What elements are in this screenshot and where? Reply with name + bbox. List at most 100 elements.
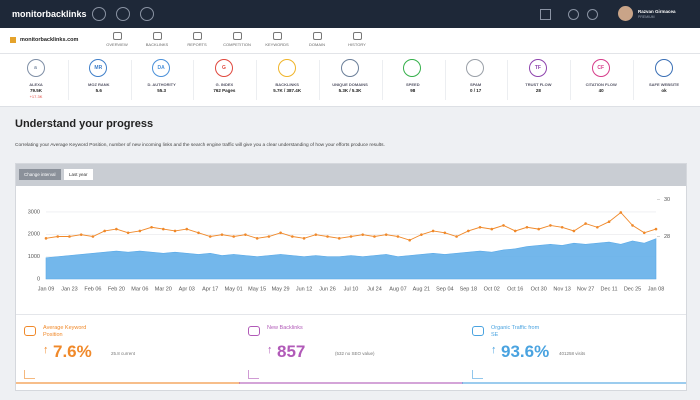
metric-value: 5.3K / 5.3K bbox=[338, 88, 362, 93]
point bbox=[384, 233, 388, 236]
help-icon[interactable] bbox=[587, 9, 598, 20]
tab[interactable]: KEYWORDS bbox=[265, 42, 289, 47]
y-tick-label: 2000 bbox=[28, 232, 40, 238]
x-tick-label: Jan 23 bbox=[61, 286, 78, 292]
point bbox=[91, 235, 95, 238]
metric-label: SAFE WEBSITE bbox=[648, 82, 679, 87]
point bbox=[361, 233, 365, 236]
x-tick-label: Apr 03 bbox=[179, 286, 195, 292]
metric-icon: G bbox=[214, 59, 233, 77]
point bbox=[607, 220, 611, 224]
card-icon bbox=[248, 326, 260, 336]
metric-icon bbox=[340, 59, 359, 77]
point bbox=[642, 231, 646, 235]
avatar[interactable] bbox=[618, 6, 633, 21]
tools-icon[interactable] bbox=[540, 9, 551, 20]
tab-icon[interactable] bbox=[113, 32, 122, 40]
point bbox=[337, 237, 341, 240]
point bbox=[373, 235, 376, 238]
metric-icon: a bbox=[26, 59, 45, 77]
chart: 0 1000 2000 3000 28 30 Jan 09 Jan 23 Feb 06 Feb 2… bbox=[28, 197, 670, 292]
tab-icon[interactable] bbox=[313, 32, 322, 40]
x-tick-label: Dec 25 bbox=[624, 286, 641, 292]
point bbox=[79, 233, 83, 236]
x-tick-label: Oct 02 bbox=[484, 286, 500, 292]
x-tick-label: Dec 11 bbox=[601, 286, 618, 292]
y2-tick-label: 28 bbox=[664, 234, 670, 240]
card-value: 7.6% bbox=[53, 342, 92, 361]
point bbox=[302, 237, 306, 240]
interval-button[interactable]: Change interval bbox=[19, 169, 61, 180]
point bbox=[291, 235, 294, 238]
card-icon bbox=[24, 326, 36, 336]
point bbox=[478, 225, 482, 229]
x-tick-label: Aug 07 bbox=[389, 286, 406, 292]
tab[interactable]: DOMAIN bbox=[309, 42, 325, 47]
metric-icon: MR bbox=[89, 59, 108, 77]
tab[interactable]: HISTORY bbox=[348, 42, 366, 47]
metric-label: BACKLINKS bbox=[275, 82, 299, 87]
point bbox=[537, 227, 540, 231]
tab[interactable]: COMPETITION bbox=[223, 42, 251, 47]
tab-icon[interactable] bbox=[193, 32, 202, 40]
separator bbox=[319, 60, 320, 100]
divider bbox=[16, 314, 686, 315]
metric-value: 40 bbox=[598, 88, 604, 93]
x-tick-label: Jan 09 bbox=[38, 286, 55, 292]
card-arrow: ↑ bbox=[267, 344, 273, 356]
tab[interactable]: BACKLINKS bbox=[145, 42, 169, 47]
y-tick-label: 1000 bbox=[28, 254, 40, 260]
tab-icon[interactable] bbox=[353, 32, 362, 40]
nav-icon[interactable] bbox=[140, 7, 154, 21]
card-value: 857 bbox=[277, 342, 306, 361]
metrics-row: a ALEXA 79.5K +17.3K MR MOZ RANK 5.6 DA D. AUTHO… bbox=[0, 54, 700, 107]
logo[interactable]: monitorbacklinks bbox=[12, 9, 87, 19]
summary-cards: Average Keyword Position ↑ 7.6% 25.8 curren… bbox=[16, 316, 686, 390]
metric-value: 98 bbox=[410, 88, 416, 93]
metric-label: SPAM bbox=[469, 82, 482, 87]
point bbox=[267, 235, 271, 238]
tab-icon[interactable] bbox=[273, 32, 282, 40]
separator bbox=[570, 60, 572, 100]
notification-icon[interactable] bbox=[568, 9, 579, 20]
point bbox=[162, 227, 165, 231]
metric-label: TRUST FLOW bbox=[525, 82, 552, 87]
tab[interactable]: OVERVIEW bbox=[106, 42, 128, 47]
metric-value: ok bbox=[661, 88, 667, 93]
x-tick-label: Aug 21 bbox=[413, 286, 430, 292]
x-tick-label: May 15 bbox=[248, 286, 266, 292]
metric-icon bbox=[277, 59, 296, 77]
point bbox=[279, 231, 282, 235]
card-title: New Backlinks bbox=[267, 325, 303, 331]
tab-icon[interactable] bbox=[233, 32, 242, 40]
tab-icon[interactable] bbox=[153, 32, 162, 40]
point bbox=[173, 229, 177, 233]
metric-value: 762 Pages bbox=[213, 88, 236, 93]
point bbox=[197, 231, 200, 235]
card-note: 401258 visits bbox=[559, 351, 586, 356]
x-tick-label: Jul 10 bbox=[344, 286, 359, 292]
point bbox=[455, 235, 458, 238]
point bbox=[513, 229, 517, 233]
interval-button[interactable]: Last year bbox=[64, 169, 93, 180]
metric-value: 5.7K / 387.4K bbox=[273, 88, 302, 93]
metric-label: SPEED bbox=[406, 82, 420, 87]
point bbox=[255, 237, 259, 240]
nav-icon[interactable] bbox=[116, 7, 130, 21]
point bbox=[619, 211, 623, 214]
x-tick-label: Oct 30 bbox=[531, 286, 547, 292]
metric-label: D. AUTHORITY bbox=[147, 82, 176, 87]
nav-icon[interactable] bbox=[92, 7, 106, 21]
separator bbox=[256, 60, 258, 100]
x-tick-label: Mar 20 bbox=[155, 286, 172, 292]
domain-select[interactable]: monitorbacklinks.com bbox=[20, 37, 79, 43]
metric-icon: CF bbox=[591, 59, 610, 77]
point bbox=[467, 229, 470, 233]
point bbox=[572, 229, 576, 233]
metric-value: 55.3 bbox=[157, 88, 166, 93]
point bbox=[314, 233, 318, 236]
y-tick-label: 0 bbox=[37, 276, 40, 282]
point bbox=[490, 227, 494, 231]
tab[interactable]: REPORTS bbox=[187, 42, 207, 47]
card-note: (532 no SEO value) bbox=[335, 351, 375, 356]
